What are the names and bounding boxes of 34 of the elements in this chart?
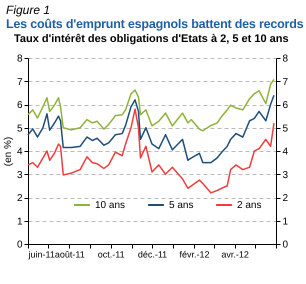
- y-tick-label: 0: [16, 240, 23, 250]
- x-tick-label: oct.-11: [98, 250, 125, 260]
- x-tick-label: juin-11: [28, 250, 55, 260]
- y-tick-label: 1: [16, 216, 23, 228]
- x-tick-label: févr.-12: [180, 250, 210, 260]
- legend-label: 2 ans: [237, 200, 262, 211]
- y2-tick-label: 7: [282, 76, 288, 88]
- y2-tick-label: 0: [282, 240, 288, 250]
- line-series: [27, 108, 275, 194]
- y-axis-title: (en %): [2, 136, 14, 166]
- line-series: [27, 94, 275, 164]
- y-tick-label: 3: [16, 170, 23, 181]
- x-tick-label: déc.-11: [138, 250, 168, 260]
- y2-tick-label: 8: [282, 54, 288, 64]
- y2-tick-label: 6: [282, 100, 288, 111]
- y2-tick-label: 3: [282, 170, 288, 181]
- y-tick-label: 6: [16, 100, 23, 111]
- legend-label: 10 ans: [95, 200, 126, 211]
- caption: Figure 1: [6, 3, 52, 17]
- y2-tick-label: 5: [282, 123, 288, 134]
- y2-tick-label: 2: [282, 193, 288, 204]
- x-tick-label: août-11: [54, 250, 85, 260]
- y-tick-label: 2: [16, 193, 23, 204]
- x-tick-label: avr.-12: [221, 250, 249, 260]
- chart-title: Les coûts d'emprunt espagnols battent des records: [6, 17, 304, 31]
- y2-tick-label: 4: [282, 146, 288, 158]
- legend-label: 5 ans: [169, 200, 194, 211]
- y-tick-label: 8: [16, 54, 23, 64]
- y2-tick-label: 1: [282, 216, 288, 228]
- y-tick-label: 5: [16, 123, 23, 134]
- line-series: [27, 78, 275, 132]
- y-tick-label: 7: [16, 76, 23, 88]
- chart-subtitle: Taux d'intérêt des obligations d'Etats à 2, 5 et 10 ans: [14, 33, 290, 45]
- y-tick-label: 4: [16, 146, 23, 158]
